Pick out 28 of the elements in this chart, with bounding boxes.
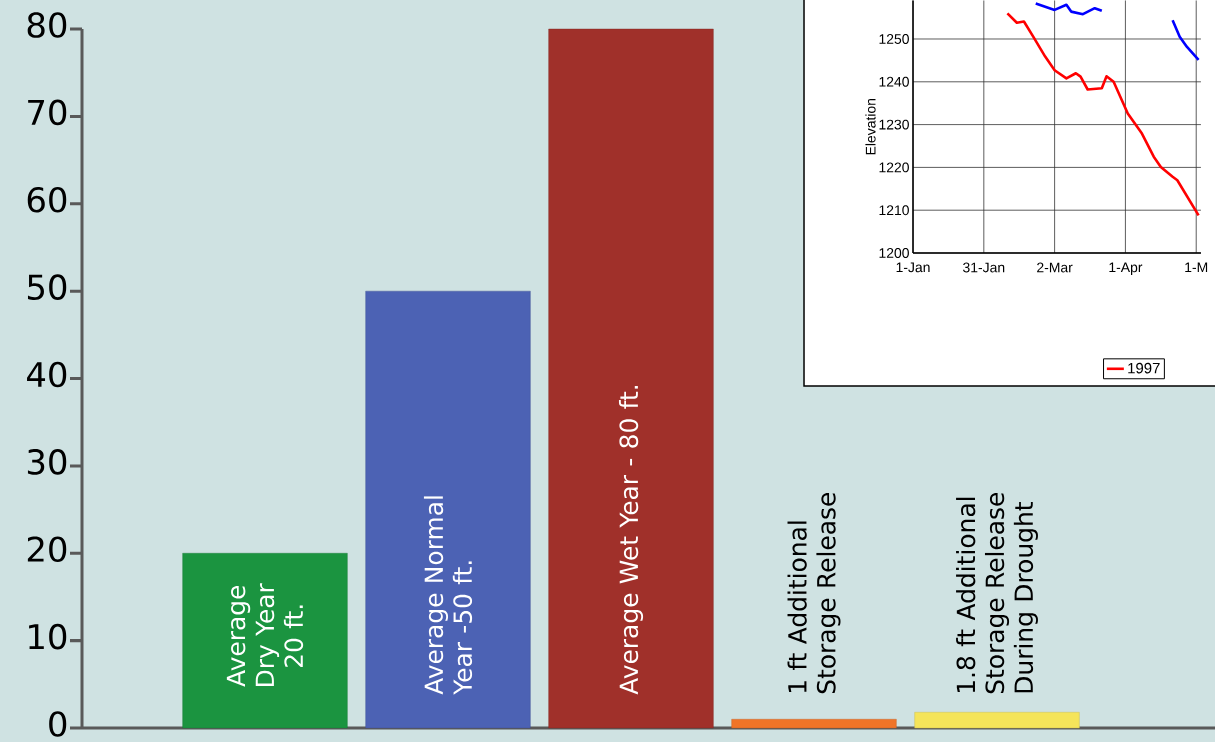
x-tick-label: 1-Jan bbox=[896, 262, 930, 273]
legend-label: 1997 bbox=[1128, 362, 1160, 374]
y-tick-label: 1210 bbox=[879, 205, 909, 216]
y-tick-label: 70 bbox=[28, 99, 67, 126]
y-tick-label: 40 bbox=[27, 361, 67, 388]
x-tick-label: 31-Jan bbox=[963, 262, 1005, 273]
y-tick-label: 60 bbox=[27, 186, 67, 213]
x-tick-label: Average Normal Year -50 ft. bbox=[423, 496, 473, 695]
x-tick-label: 1-M bbox=[1185, 262, 1208, 273]
y-tick-label: 0 bbox=[49, 711, 67, 737]
y-tick-label: 1250 bbox=[879, 34, 909, 44]
y-tick-label: 80 bbox=[27, 12, 67, 38]
x-tick-label: 2-Mar bbox=[1037, 262, 1073, 273]
x-tick-label: Average Dry Year 20 ft. bbox=[226, 583, 304, 687]
line-series bbox=[1006, 12, 1200, 217]
x-tick-label: 1.8 ft Additional Storage Release During Drought bbox=[956, 493, 1038, 694]
y-tick-label: 20 bbox=[27, 536, 67, 563]
y-tick-label: 50 bbox=[27, 274, 67, 300]
x-tick-label: 1-Apr bbox=[1109, 262, 1143, 275]
y-tick-label: 1200 bbox=[879, 248, 909, 258]
y-tick-label: 1230 bbox=[879, 119, 909, 130]
y-tick-label: 1240 bbox=[879, 76, 909, 87]
y-tick-label: 30 bbox=[27, 449, 67, 475]
x-tick-label: 1 ft Additional Storage Release bbox=[787, 493, 841, 694]
y-tick-label: 1220 bbox=[879, 162, 909, 173]
x-tick-label: Average Wet Year - 80 ft. bbox=[618, 386, 644, 695]
y-axis-title: Elevation bbox=[865, 98, 876, 155]
y-tick-label: 10 bbox=[29, 623, 67, 650]
